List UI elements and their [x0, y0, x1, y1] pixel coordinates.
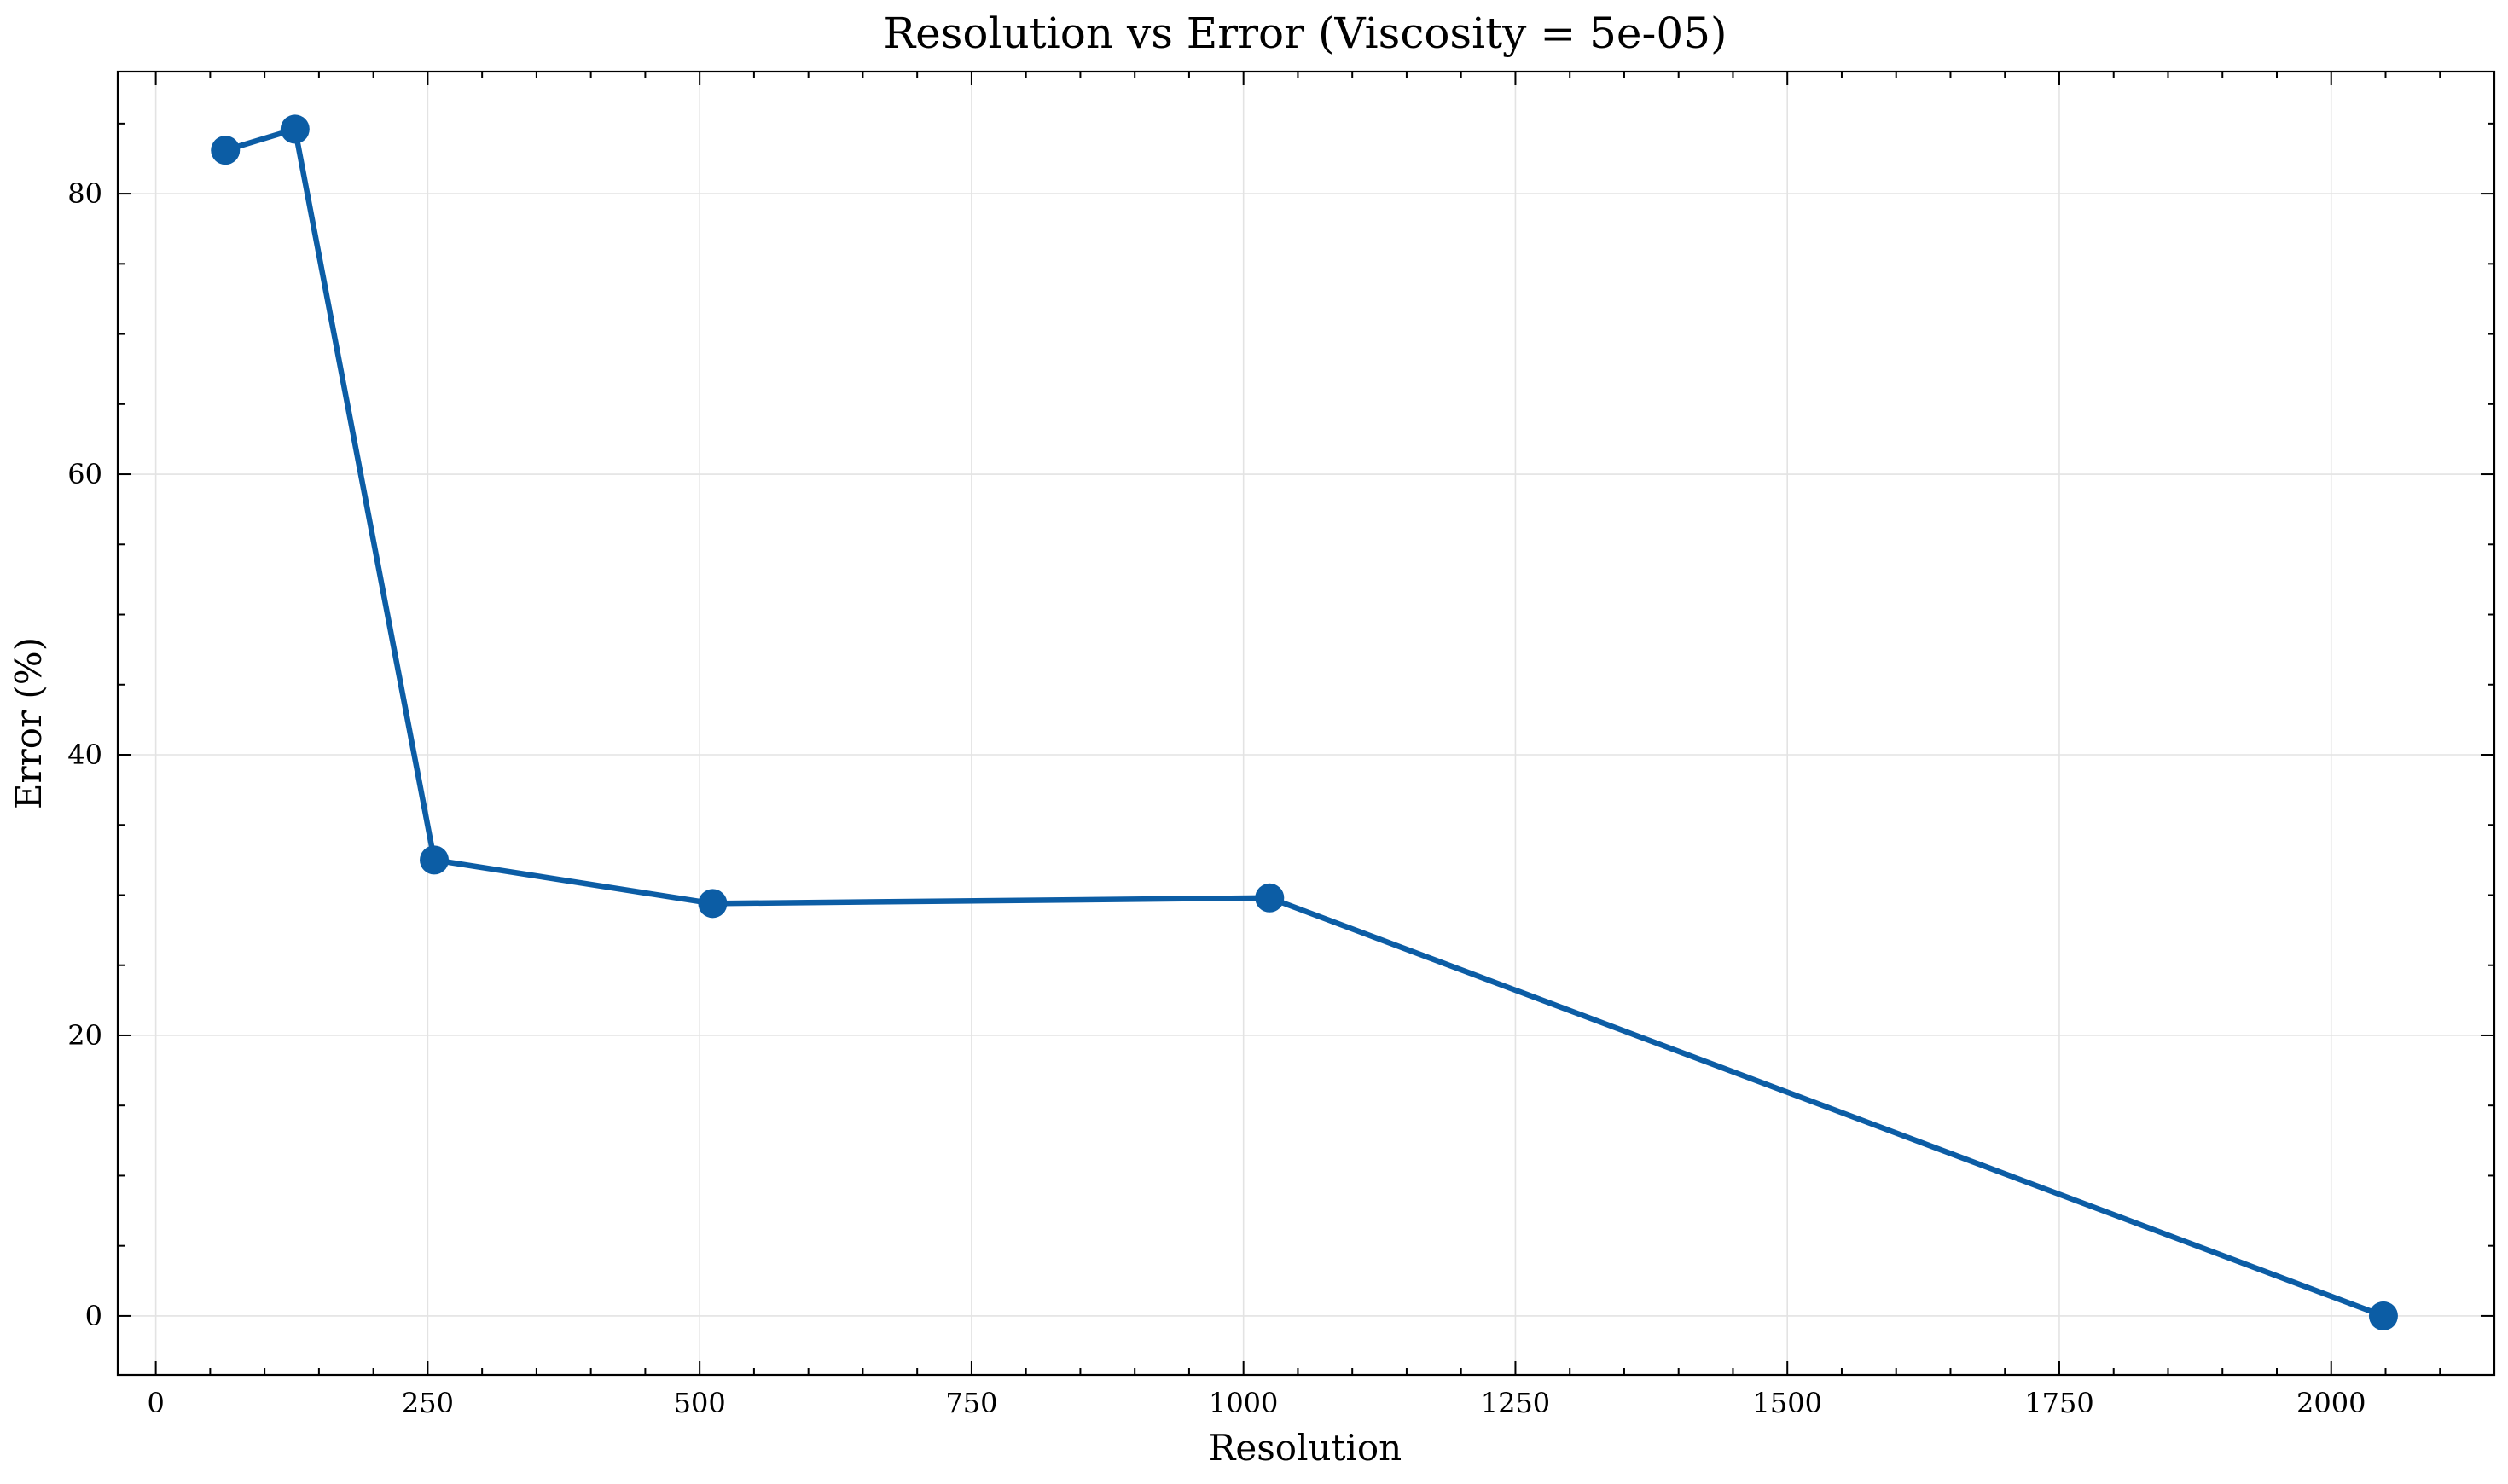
x-tick-label: 0 — [147, 1387, 164, 1419]
x-tick-label: 250 — [402, 1387, 454, 1419]
plot-frame — [116, 70, 2496, 1377]
x-tick-label: 1000 — [1209, 1387, 1278, 1419]
axis-ticks: 0 250 500 750 1000 1250 1500 1750 2000 0 20 40 60 80 — [67, 72, 2494, 1419]
data-point — [2368, 1301, 2398, 1330]
y-tick-label: 60 — [67, 458, 102, 490]
y-axis-label: Error (%) — [8, 637, 49, 809]
data-point — [280, 114, 310, 144]
series-layer — [211, 114, 2398, 1330]
x-tick-label: 750 — [945, 1387, 997, 1419]
x-tick-label: 2000 — [2296, 1387, 2366, 1419]
x-tick-label: 1750 — [2024, 1387, 2093, 1419]
y-tick-label: 40 — [67, 739, 102, 771]
y-tick-label: 20 — [67, 1019, 102, 1052]
data-point — [698, 889, 728, 919]
x-tick-label: 1500 — [1752, 1387, 1821, 1419]
data-point — [1255, 883, 1285, 913]
x-tick-label: 500 — [674, 1387, 726, 1419]
chart-title: Resolution vs Error (Viscosity = 5e-05) — [883, 9, 1727, 58]
grid-lines — [118, 72, 2494, 1375]
data-point — [211, 136, 241, 165]
y-tick-label: 80 — [67, 177, 102, 210]
y-tick-label: 0 — [85, 1300, 102, 1332]
data-point — [420, 845, 450, 875]
x-tick-label: 1250 — [1481, 1387, 1550, 1419]
x-axis-label: Resolution — [1209, 1427, 1402, 1469]
